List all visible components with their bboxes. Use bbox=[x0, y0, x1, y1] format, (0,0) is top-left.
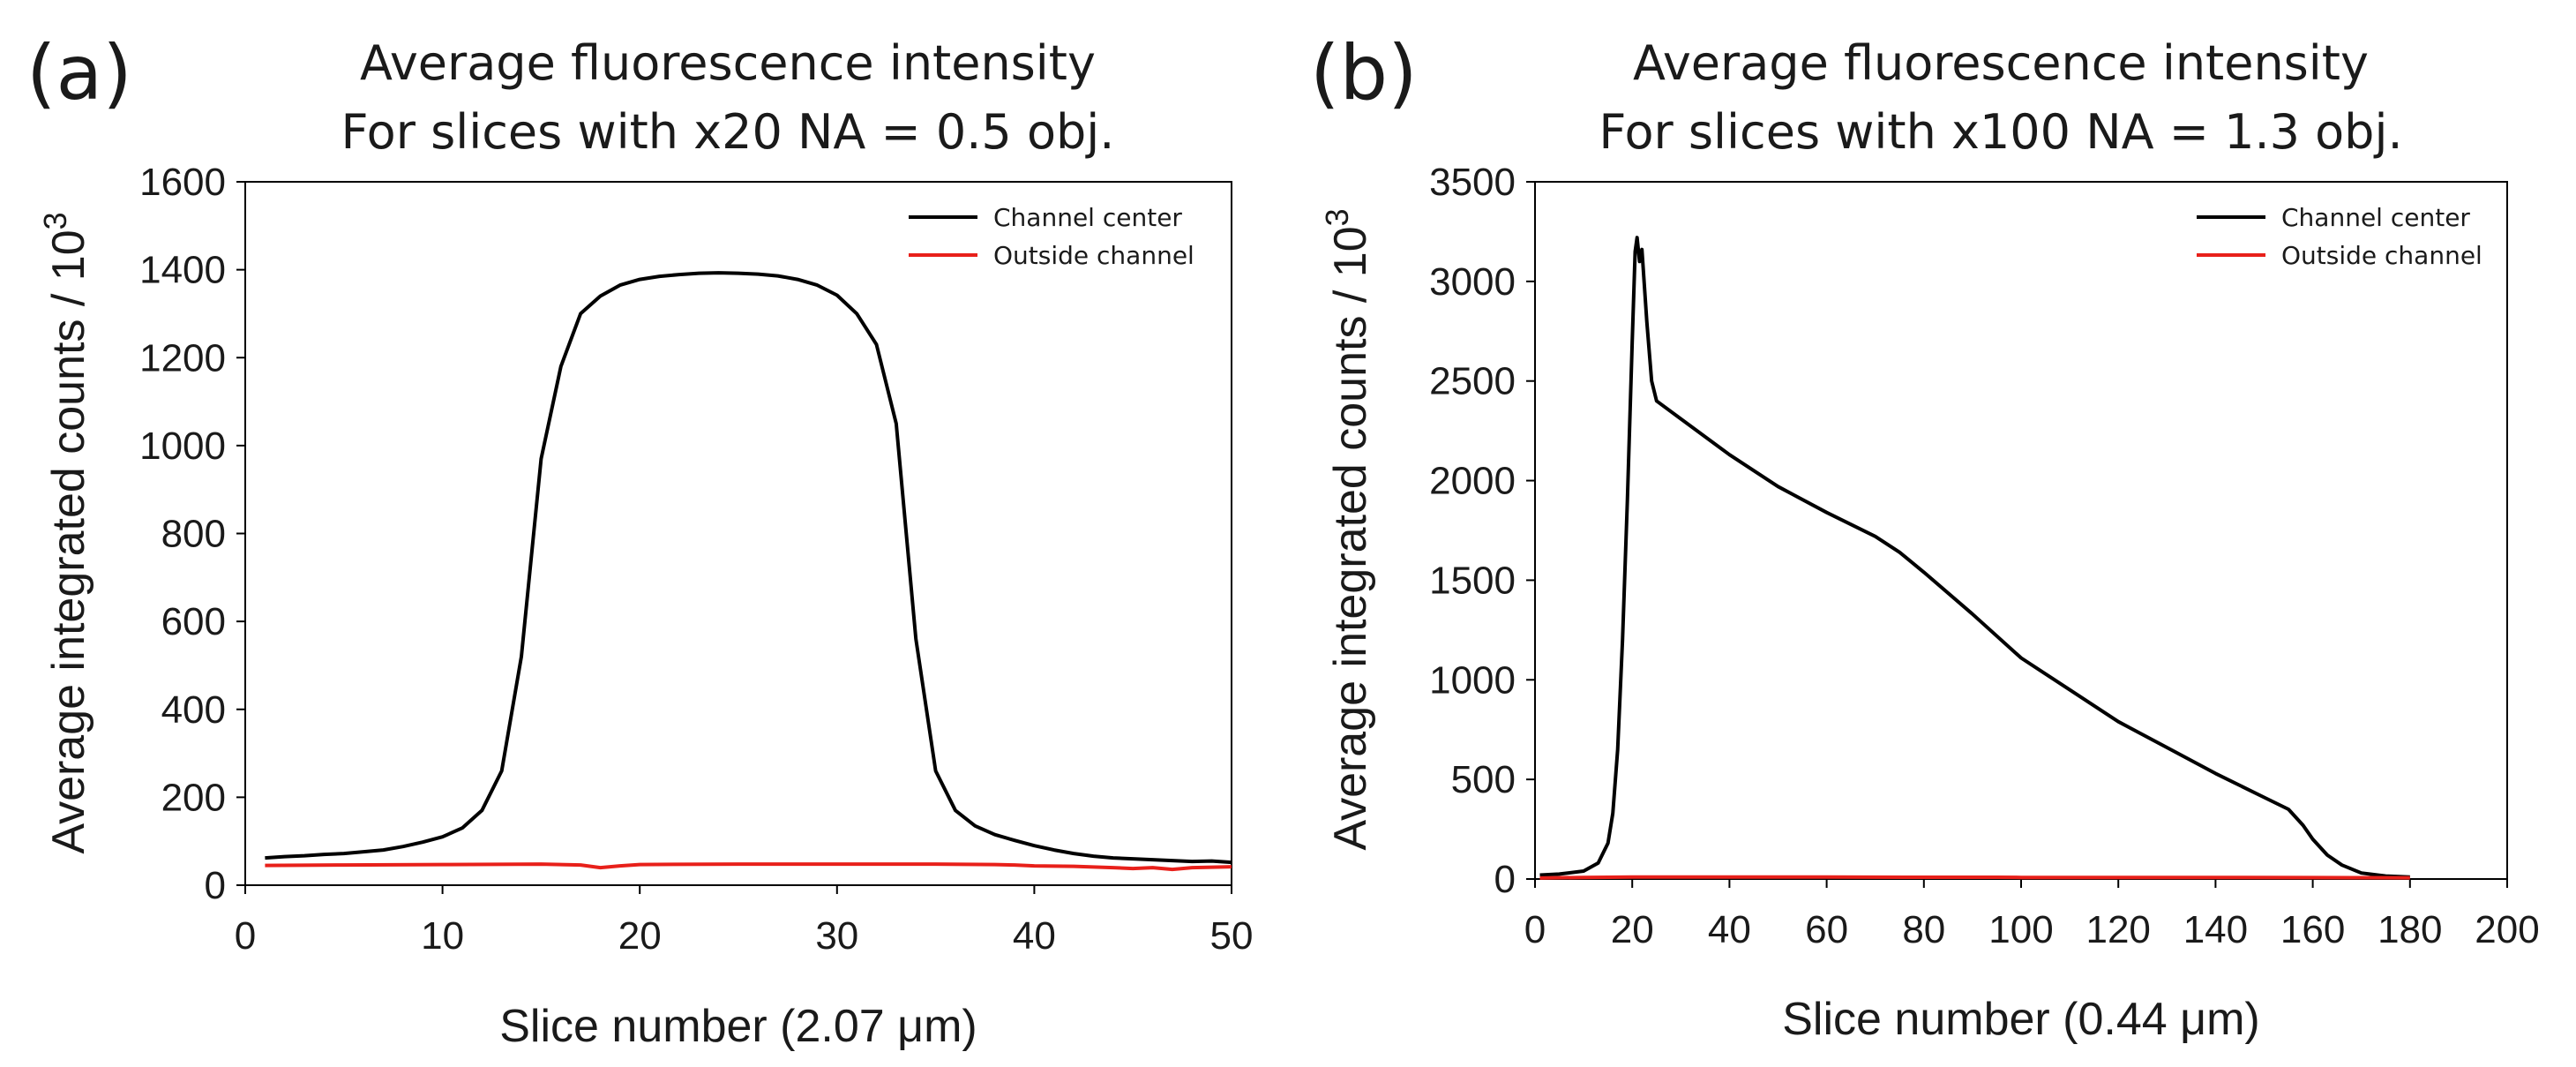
panel-a-y-tick-label: 1200 bbox=[139, 336, 226, 379]
panel-a-series-outside-channel-line bbox=[265, 862, 1232, 872]
panel-b-y-ticks: 0 500 1000 1500 2000 2500 3000 3500 bbox=[1429, 161, 1535, 901]
panel-a-series-channel-center-line bbox=[265, 271, 1232, 865]
panel-a-y-axis-label: Average integrated counts / 103 bbox=[37, 212, 94, 853]
panel-b-x-tick-label: 180 bbox=[2378, 908, 2442, 951]
panel-b-x-tick-label: 120 bbox=[2086, 908, 2150, 951]
panel-b-title-line-1: Average fluorescence intensity bbox=[1633, 35, 2369, 91]
panel-a-y-tick-label: 1400 bbox=[139, 249, 226, 292]
panel-b-y-tick-label: 2000 bbox=[1429, 460, 1516, 503]
panel-b-x-tick-label: 200 bbox=[2475, 908, 2539, 951]
panel-a-legend-label-channel-center: Channel center bbox=[993, 203, 1182, 232]
panel-a-y-tick-label: 600 bbox=[161, 600, 226, 643]
panel-a-y-tick-label: 200 bbox=[161, 776, 226, 819]
panel-a: (a) Average fluorescence intensity For s… bbox=[26, 29, 1253, 1052]
panel-b-series-outside-channel-line bbox=[1539, 875, 2410, 880]
panel-b-x-ticks: 0 20 40 60 80 100 120 140 160 180 200 bbox=[1524, 879, 2540, 951]
panel-a-legend: Channel center Outside channel bbox=[909, 203, 1194, 270]
panel-a-title-line-2: For slices with x20 NA = 0.5 obj. bbox=[341, 104, 1115, 160]
panel-b-y-tick-label: 1500 bbox=[1429, 559, 1516, 602]
panel-b-legend-label-channel-center: Channel center bbox=[2281, 203, 2470, 232]
panel-a-y-tick-label: 0 bbox=[205, 864, 226, 907]
panel-a-x-tick-label: 40 bbox=[1013, 914, 1056, 958]
panel-b-x-tick-label: 140 bbox=[2183, 908, 2248, 951]
panel-b-y-tick-label: 3500 bbox=[1429, 161, 1516, 204]
panel-b-y-axis-label-text: Average integrated counts / 10 bbox=[1325, 226, 1376, 850]
panel-a-y-axis-label-text: Average integrated counts / 10 bbox=[43, 229, 94, 853]
panel-a-series bbox=[265, 271, 1232, 872]
panel-b-series-channel-center-line bbox=[1539, 236, 2410, 879]
panel-b-title-line-2: For slices with x100 NA = 1.3 obj. bbox=[1599, 104, 2402, 160]
panel-a-y-tick-label: 1000 bbox=[139, 425, 226, 468]
panel-b-y-tick-label: 1000 bbox=[1429, 658, 1516, 702]
panel-a-legend-label-outside-channel: Outside channel bbox=[993, 241, 1194, 270]
panel-b-x-tick-label: 100 bbox=[1988, 908, 2053, 951]
panel-b-x-tick-label: 40 bbox=[1708, 908, 1751, 951]
panel-b-x-tick-label: 80 bbox=[1902, 908, 1945, 951]
panel-b-y-axis-label-exponent: 3 bbox=[1319, 208, 1355, 226]
panel-a-x-tick-label: 20 bbox=[618, 914, 662, 958]
panel-a-x-tick-label: 30 bbox=[815, 914, 858, 958]
panel-b-y-axis-label: Average integrated counts / 103 bbox=[1319, 208, 1376, 850]
panel-a-x-axis-label: Slice number (2.07 μm) bbox=[499, 1001, 977, 1052]
panel-a-y-tick-label: 400 bbox=[161, 688, 226, 732]
panel-a-plot-frame bbox=[244, 181, 1232, 886]
panel-b-legend: Channel center Outside channel bbox=[2197, 203, 2482, 270]
panel-a-y-axis-label-exponent: 3 bbox=[37, 212, 73, 229]
panel-a-title-line-1: Average fluorescence intensity bbox=[360, 35, 1096, 91]
panel-a-label: (a) bbox=[26, 29, 132, 117]
panel-a-y-tick-label: 1600 bbox=[139, 161, 226, 204]
panel-b-label: (b) bbox=[1310, 29, 1418, 117]
panel-b-series bbox=[1539, 236, 2410, 880]
panel-b: (b) Average fluorescence intensity For s… bbox=[1310, 29, 2540, 1045]
panel-a-x-tick-label: 0 bbox=[235, 914, 256, 958]
panel-b-x-axis-label: Slice number (0.44 μm) bbox=[1782, 994, 2259, 1045]
panel-b-legend-label-outside-channel: Outside channel bbox=[2281, 241, 2482, 270]
panel-b-x-tick-label: 20 bbox=[1611, 908, 1654, 951]
panel-b-x-tick-label: 60 bbox=[1805, 908, 1848, 951]
panel-b-x-tick-label: 0 bbox=[1524, 908, 1546, 951]
panel-b-y-tick-label: 500 bbox=[1451, 758, 1516, 801]
panel-a-x-tick-label: 50 bbox=[1210, 914, 1254, 958]
panel-b-x-tick-label: 160 bbox=[2280, 908, 2345, 951]
panel-b-plot-frame bbox=[1534, 181, 2508, 880]
panel-a-y-ticks: 0 200 400 600 800 1000 1200 1400 1600 bbox=[139, 161, 245, 907]
panel-a-x-tick-label: 10 bbox=[421, 914, 464, 958]
panel-b-y-tick-label: 0 bbox=[1494, 858, 1516, 901]
panel-a-x-ticks: 0 10 20 30 40 50 bbox=[235, 885, 1254, 958]
panel-b-y-tick-label: 2500 bbox=[1429, 360, 1516, 403]
panel-b-y-tick-label: 3000 bbox=[1429, 260, 1516, 304]
panel-a-y-tick-label: 800 bbox=[161, 513, 226, 556]
